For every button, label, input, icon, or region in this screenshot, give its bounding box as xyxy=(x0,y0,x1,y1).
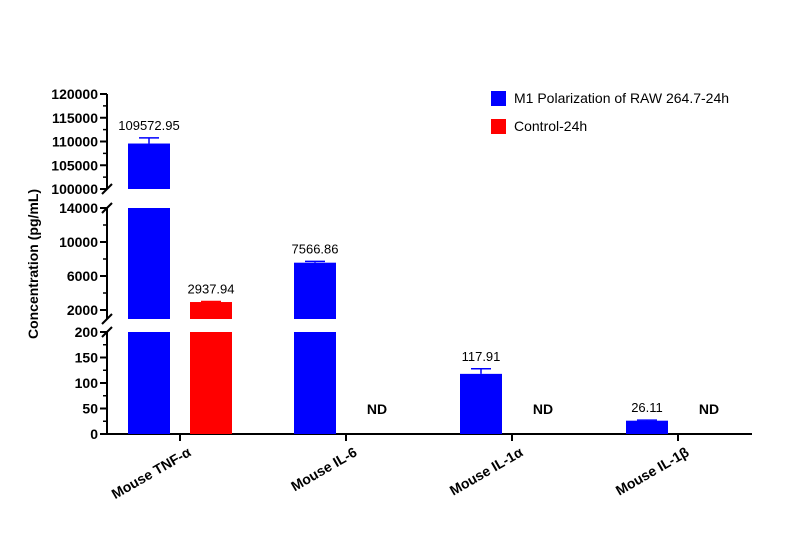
nd-label: ND xyxy=(699,401,719,417)
y-tick-label: 14000 xyxy=(59,200,98,216)
y-tick-label: 50 xyxy=(82,401,98,417)
y-tick-label: 105000 xyxy=(51,157,98,173)
legend-label: M1 Polarization of RAW 264.7-24h xyxy=(514,90,729,106)
bar xyxy=(190,302,232,319)
y-tick-label: 6000 xyxy=(67,268,98,284)
bar xyxy=(626,420,668,434)
bar xyxy=(128,143,170,189)
y-tick-label: 0 xyxy=(90,426,98,442)
legend: M1 Polarization of RAW 264.7-24h Control-… xyxy=(491,90,729,134)
data-labels: 109572.95 7566.86 117.91 26.11 2937.94 ND ND ND xyxy=(118,118,719,417)
x-tick-label: Mouse IL-1α xyxy=(447,444,526,499)
value-label: 2937.94 xyxy=(188,282,235,297)
y-tick-label: 2000 xyxy=(67,302,98,318)
y-tick-label: 100000 xyxy=(51,181,98,197)
x-tick-label: Mouse TNF-α xyxy=(109,444,194,502)
y-tick-label: 115000 xyxy=(52,110,98,126)
x-tick-label: Mouse IL-6 xyxy=(288,444,360,495)
bar xyxy=(294,332,336,434)
axis-break-mark xyxy=(101,202,113,214)
value-label: 109572.95 xyxy=(118,118,179,133)
bar xyxy=(190,332,232,434)
legend-swatch xyxy=(491,119,506,134)
y-axis-label: Concentration (pg/mL) xyxy=(25,189,41,339)
y-tick-label: 120000 xyxy=(51,86,98,102)
axis-break-mark xyxy=(101,183,113,195)
value-label: 117.91 xyxy=(462,349,501,364)
axis-break-mark xyxy=(101,326,113,338)
bar xyxy=(128,332,170,434)
nd-label: ND xyxy=(367,401,387,417)
y-tick-label: 110000 xyxy=(52,134,98,150)
value-label: 7566.86 xyxy=(292,241,339,256)
value-label: 26.11 xyxy=(631,400,663,415)
y-tick-label: 150 xyxy=(75,350,99,366)
bar xyxy=(294,262,336,319)
axis-break-mark xyxy=(101,313,113,325)
legend-swatch xyxy=(491,91,506,106)
bar xyxy=(460,373,502,434)
x-tick-label: Mouse IL-1β xyxy=(613,444,692,499)
bar xyxy=(128,208,170,319)
nd-label: ND xyxy=(533,401,553,417)
y-tick-label: 10000 xyxy=(59,234,98,250)
bars xyxy=(128,137,668,434)
y-tick-label: 100 xyxy=(75,375,99,391)
legend-label: Control-24h xyxy=(514,118,587,134)
y-tick-label: 200 xyxy=(75,324,99,340)
